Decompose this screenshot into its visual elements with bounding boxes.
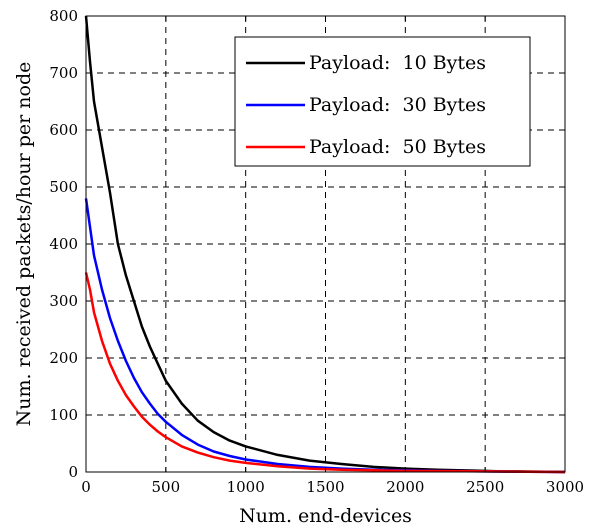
x-tick-label: 500 xyxy=(152,478,181,496)
series-line-2 xyxy=(84,272,566,474)
y-tick-label: 700 xyxy=(49,64,78,82)
x-tick-label: 1500 xyxy=(306,478,344,496)
legend-label-50-bytes: Payload: 50 Bytes xyxy=(309,136,486,158)
y-tick-label: 200 xyxy=(49,349,78,367)
y-axis-title: Num. received packets/hour per node xyxy=(13,62,35,427)
y-tick-label: 100 xyxy=(49,406,78,424)
y-tick-label: 500 xyxy=(49,178,78,196)
y-tick-label: 600 xyxy=(49,121,78,139)
x-tick-label: 1000 xyxy=(227,478,265,496)
legend-box xyxy=(234,36,531,167)
x-tick-label: 0 xyxy=(81,478,91,496)
y-tick-label: 300 xyxy=(49,292,78,310)
x-axis-title: Num. end-devices xyxy=(239,505,412,527)
legend-label-30-bytes: Payload: 30 Bytes xyxy=(309,94,486,116)
y-tick-label: 800 xyxy=(49,7,78,25)
x-tick-label: 2500 xyxy=(466,478,504,496)
series-lines xyxy=(84,15,566,474)
series-line-0 xyxy=(84,15,566,474)
legend: Payload: 10 Bytes Payload: 30 Bytes Payl… xyxy=(234,36,531,167)
legend-label-10-bytes: Payload: 10 Bytes xyxy=(309,52,486,74)
x-tick-label: 2000 xyxy=(386,478,424,496)
x-tick-label: 3000 xyxy=(546,478,584,496)
y-tick-label: 400 xyxy=(49,235,78,253)
axis-ticks: 0 500 1000 1500 2000 2500 3000 0 100 200 300 400 500… xyxy=(49,7,584,496)
y-tick-label: 0 xyxy=(68,463,78,481)
